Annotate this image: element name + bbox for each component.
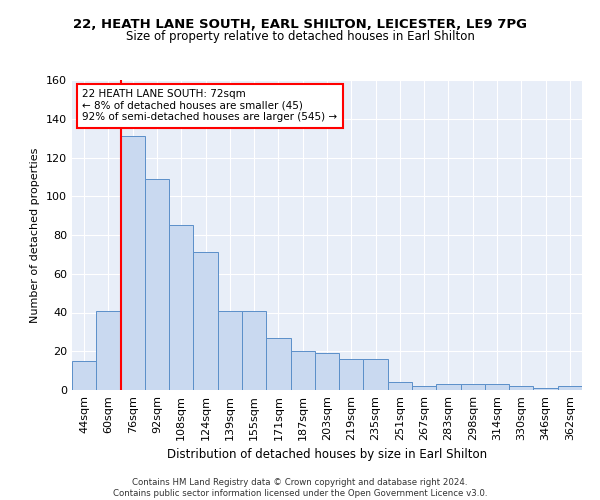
Bar — [436, 384, 461, 390]
Bar — [412, 386, 436, 390]
Bar — [96, 310, 121, 390]
Bar — [339, 359, 364, 390]
Bar — [193, 252, 218, 390]
Bar — [388, 382, 412, 390]
Text: 22 HEATH LANE SOUTH: 72sqm
← 8% of detached houses are smaller (45)
92% of semi-: 22 HEATH LANE SOUTH: 72sqm ← 8% of detac… — [82, 90, 337, 122]
Bar — [218, 310, 242, 390]
Bar — [509, 386, 533, 390]
Bar — [364, 359, 388, 390]
Bar — [533, 388, 558, 390]
Text: Contains HM Land Registry data © Crown copyright and database right 2024.
Contai: Contains HM Land Registry data © Crown c… — [113, 478, 487, 498]
Bar — [145, 179, 169, 390]
Bar — [290, 351, 315, 390]
Text: Size of property relative to detached houses in Earl Shilton: Size of property relative to detached ho… — [125, 30, 475, 43]
Bar — [242, 310, 266, 390]
Text: 22, HEATH LANE SOUTH, EARL SHILTON, LEICESTER, LE9 7PG: 22, HEATH LANE SOUTH, EARL SHILTON, LEIC… — [73, 18, 527, 30]
Bar — [266, 338, 290, 390]
Bar — [485, 384, 509, 390]
Bar — [461, 384, 485, 390]
Bar — [315, 353, 339, 390]
Bar — [169, 226, 193, 390]
X-axis label: Distribution of detached houses by size in Earl Shilton: Distribution of detached houses by size … — [167, 448, 487, 462]
Bar — [121, 136, 145, 390]
Bar — [72, 361, 96, 390]
Bar — [558, 386, 582, 390]
Y-axis label: Number of detached properties: Number of detached properties — [31, 148, 40, 322]
